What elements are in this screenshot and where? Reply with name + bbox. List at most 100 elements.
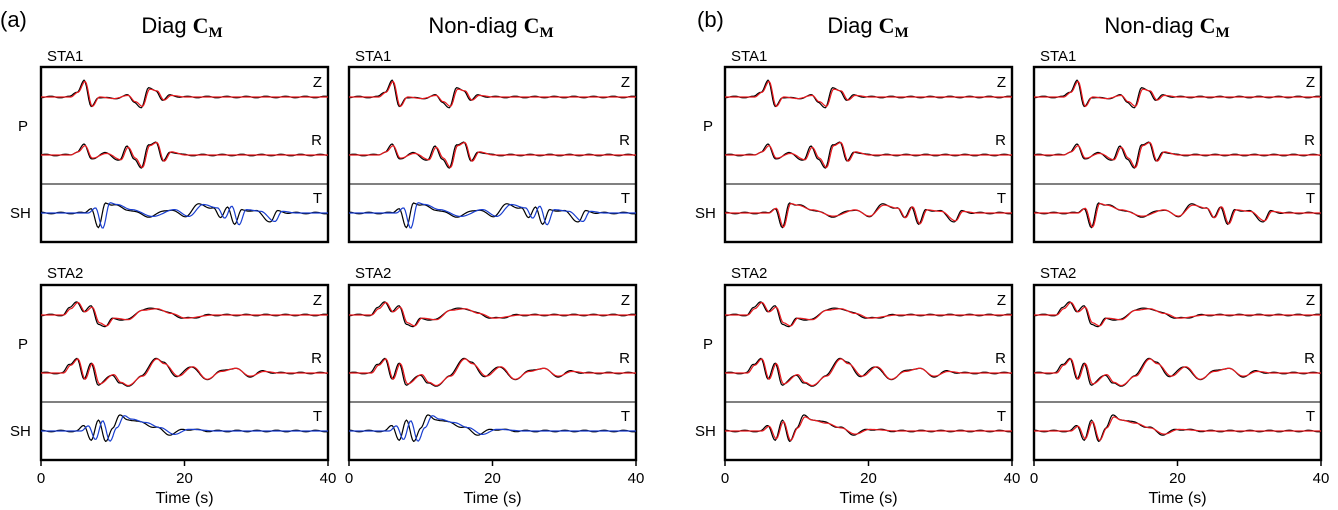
comp-r-b-nd-2: R [1304,350,1315,367]
station-label-b-diag-2: STA2 [731,265,767,282]
synthetic-trace-sta1-r-3 [1034,141,1321,169]
tick-b2-40: 40 [1313,470,1330,487]
tick-b1-20: 20 [860,470,877,487]
station-label-a-diag-1: STA1 [47,48,83,65]
tick-a1-40: 40 [320,470,337,487]
comp-t-b-diag-1: T [997,190,1006,207]
phase-p-a1: P [18,118,28,135]
synthetic-trace-sta2-r-5 [349,358,636,387]
observed-trace-sta1-t-1 [349,202,637,229]
observed-trace-sta1-t-3 [1034,202,1322,229]
synthetic-trace-sta2-t-7 [1034,416,1321,442]
title-b-nondiag-sub: M [1216,25,1230,41]
xlabel-a-nd: Time (s) [463,490,521,507]
phase-sh-a2: SH [10,423,31,440]
observed-trace-sta2-t-6 [725,414,1013,443]
title-b-nondiag-symbol: C [1200,13,1216,38]
comp-t-a-nd-2: T [621,408,630,425]
title-a-nondiag-word: Non-diag [428,13,517,38]
subplot-frames [39,65,1323,462]
tick-b2-0: 0 [1030,470,1038,487]
synthetic-trace-sta2-t-4 [41,415,328,442]
observed-trace-sta1-t-2 [725,202,1013,229]
title-b-diag-word: Diag [827,13,872,38]
synthetic-trace-sta2-z-5 [349,301,636,327]
synthetic-trace-sta1-r-2 [725,141,1012,169]
observed-trace-sta2-z-5 [348,301,637,328]
comp-z-b-nd-2: Z [1306,292,1315,309]
title-a-nondiag: Non-diag CM [428,13,553,41]
comp-t-b-diag-2: T [997,408,1006,425]
tick-b2-20: 20 [1169,470,1186,487]
component-labels: Z R T Z R T Z R T Z R T Z R T Z R T Z R … [311,74,1315,425]
comp-r-a-diag-2: R [311,350,322,367]
phase-p-b1: P [703,118,713,135]
phase-p-a2: P [18,336,28,353]
station-label-b-nd-2: STA2 [1040,265,1076,282]
observed-trace-sta2-t-4 [41,414,329,443]
phase-sh-b1: SH [695,205,716,222]
observed-trace-sta1-r-2 [724,141,1013,169]
x-ticks [40,460,1322,466]
synthetic-trace-sta1-z-0 [41,80,328,108]
synthetic-trace-sta1-t-1 [349,202,636,229]
comp-z-b-nd-1: Z [1306,74,1315,91]
xlabel-a-diag: Time (s) [155,490,213,507]
waveform-traces [40,79,1322,443]
tick-b1-0: 0 [721,470,729,487]
title-b-diag-symbol: C [879,13,895,38]
tick-a2-0: 0 [345,470,353,487]
title-a-nondiag-sub: M [540,25,554,41]
observed-trace-sta2-r-7 [1033,357,1322,387]
sh-dividers [41,183,1321,403]
title-b-nondiag: Non-diag CM [1104,13,1229,41]
station-label-b-nd-1: STA1 [1040,48,1076,65]
comp-r-b-diag-2: R [995,350,1006,367]
title-a-diag-word: Diag [141,13,186,38]
observed-trace-sta1-z-3 [1033,79,1322,109]
comp-z-a-nd-1: Z [621,74,630,91]
title-b-diag-sub: M [894,25,908,41]
phase-sh-b2: SH [695,423,716,440]
tick-a1-0: 0 [37,470,45,487]
synthetic-trace-sta1-r-1 [349,141,636,169]
station-label-a-diag-2: STA2 [47,265,83,282]
synthetic-trace-sta1-t-3 [1034,202,1321,228]
tick-a2-20: 20 [484,470,501,487]
xlabel-b-nd: Time (s) [1148,490,1206,507]
comp-r-b-diag-1: R [995,132,1006,149]
observed-trace-sta1-z-2 [724,79,1013,109]
comp-t-b-nd-2: T [1306,408,1315,425]
comp-z-b-diag-2: Z [997,292,1006,309]
comp-t-a-diag-2: T [313,408,322,425]
observed-trace-sta1-r-0 [40,141,329,169]
phase-sh-a1: SH [10,205,31,222]
comp-z-a-diag-1: Z [313,74,322,91]
observed-trace-sta2-z-4 [40,301,329,328]
station-label-a-nd-1: STA1 [355,48,391,65]
title-a-nondiag-symbol: C [524,13,540,38]
observed-trace-sta1-z-0 [40,79,329,109]
title-b-diag: Diag CM [827,13,908,41]
station-label-b-diag-1: STA1 [731,48,767,65]
comp-t-a-diag-1: T [313,190,322,207]
synthetic-trace-sta1-t-0 [41,202,328,229]
title-b-nondiag-word: Non-diag [1104,13,1193,38]
tick-a1-20: 20 [176,470,193,487]
comp-t-b-nd-1: T [1306,190,1315,207]
comp-z-b-diag-1: Z [997,74,1006,91]
x-axis-labels: Time (s) Time (s) Time (s) Time (s) [155,490,1206,507]
observed-trace-sta2-z-6 [724,301,1013,328]
comp-r-a-nd-2: R [619,350,630,367]
panel-label-b: (b) [697,7,724,32]
synthetic-trace-sta2-r-6 [725,358,1012,387]
synthetic-trace-sta2-z-7 [1034,301,1321,327]
synthetic-trace-sta2-t-5 [349,415,636,442]
synthetic-trace-sta2-r-7 [1034,358,1321,387]
comp-r-b-nd-1: R [1304,132,1315,149]
observed-trace-sta1-r-3 [1033,141,1322,169]
observed-trace-sta2-r-6 [724,357,1013,387]
synthetic-trace-sta2-z-6 [725,301,1012,327]
comp-t-a-nd-1: T [621,190,630,207]
title-a-diag-sub: M [208,25,222,41]
